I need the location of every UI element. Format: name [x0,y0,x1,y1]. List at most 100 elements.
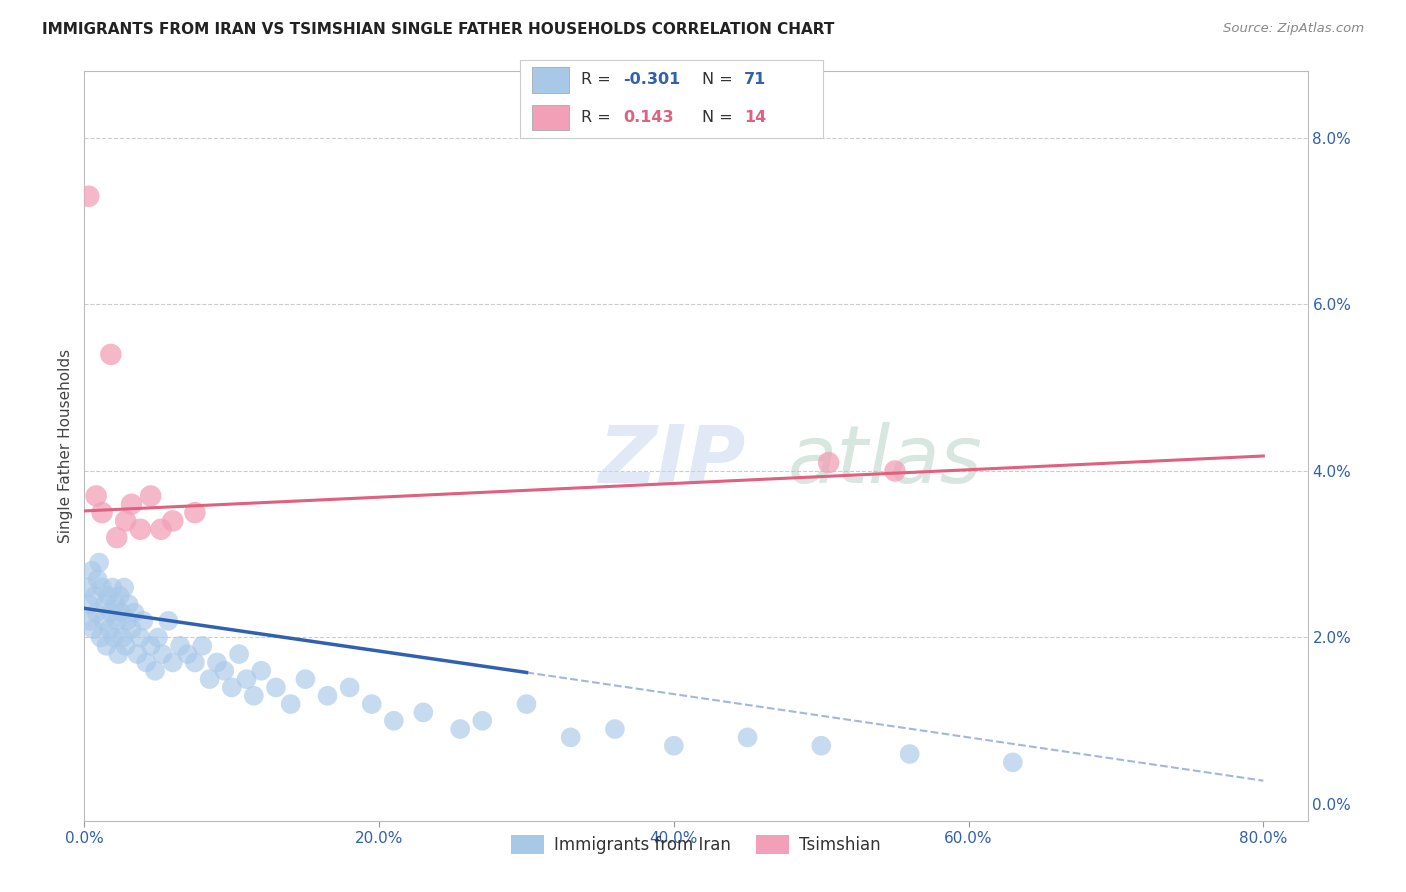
Point [162,514,184,528]
Point [105,531,128,545]
Text: IMMIGRANTS FROM IRAN VS TSIMSHIAN SINGLE FATHER HOUSEHOLDS CORRELATION CHART: IMMIGRANTS FROM IRAN VS TSIMSHIAN SINGLE… [42,22,835,37]
Text: -0.301: -0.301 [623,72,681,87]
Point [129,631,152,645]
Point [184,506,207,520]
Point [235,672,257,686]
Point [124,606,146,620]
Point [83,589,105,603]
Point [339,681,361,695]
Point [662,739,685,753]
Point [143,664,166,678]
Text: atlas: atlas [787,422,983,500]
Text: N =: N = [702,110,738,125]
Point [316,689,339,703]
Text: 14: 14 [744,110,766,125]
Point [382,714,405,728]
Point [221,681,243,695]
Point [412,706,434,720]
Point [152,647,174,661]
Text: 0.143: 0.143 [623,110,673,125]
FancyBboxPatch shape [533,67,568,93]
Point [214,664,236,678]
Point [114,639,136,653]
Point [84,489,107,503]
Point [121,497,143,511]
Point [176,647,198,661]
Point [127,647,149,661]
Point [132,614,155,628]
Point [191,639,214,653]
Point [198,672,221,686]
Point [129,522,152,536]
Point [96,639,118,653]
Point [150,522,173,536]
Point [80,564,103,578]
Point [250,664,273,678]
Point [110,606,132,620]
Point [139,639,162,653]
Point [449,722,471,736]
Y-axis label: Single Father Households: Single Father Households [58,349,73,543]
Text: R =: R = [581,110,620,125]
Point [93,614,115,628]
Point [107,647,129,661]
Point [135,656,157,670]
Text: Source: ZipAtlas.com: Source: ZipAtlas.com [1223,22,1364,36]
Point [515,697,537,711]
Point [76,581,98,595]
Point [162,656,184,670]
Point [77,189,100,203]
Point [84,606,107,620]
Point [108,589,131,603]
Point [103,631,125,645]
Point [101,581,124,595]
Point [94,597,117,611]
Legend: Immigrants from Iran, Tsimshian: Immigrants from Iran, Tsimshian [505,829,887,861]
Point [146,631,169,645]
Point [111,631,134,645]
Point [884,464,907,478]
Point [898,747,921,761]
Point [98,622,121,636]
Point [100,347,122,361]
Point [603,722,626,736]
Point [100,606,122,620]
Point [228,647,250,661]
Point [360,697,382,711]
Point [1001,756,1024,770]
Point [817,456,839,470]
Point [86,572,108,586]
Point [87,556,110,570]
Point [139,489,162,503]
Point [114,514,136,528]
Point [105,614,128,628]
Point [91,506,114,520]
Point [280,697,302,711]
Point [294,672,316,686]
Point [117,597,139,611]
Point [205,656,228,670]
Point [112,581,135,595]
Point [243,689,266,703]
Point [169,639,191,653]
FancyBboxPatch shape [533,104,568,130]
Point [471,714,494,728]
Point [560,731,582,745]
Text: N =: N = [702,72,738,87]
Point [115,614,138,628]
Point [810,739,832,753]
Point [91,581,114,595]
Point [737,731,759,745]
Point [184,656,207,670]
Text: ZIP: ZIP [598,422,745,500]
Point [79,614,101,628]
Point [157,614,180,628]
Point [264,681,287,695]
Point [97,589,120,603]
Point [121,622,143,636]
Point [90,631,112,645]
Point [82,622,104,636]
Point [77,597,100,611]
Point [104,597,127,611]
Text: 71: 71 [744,72,766,87]
